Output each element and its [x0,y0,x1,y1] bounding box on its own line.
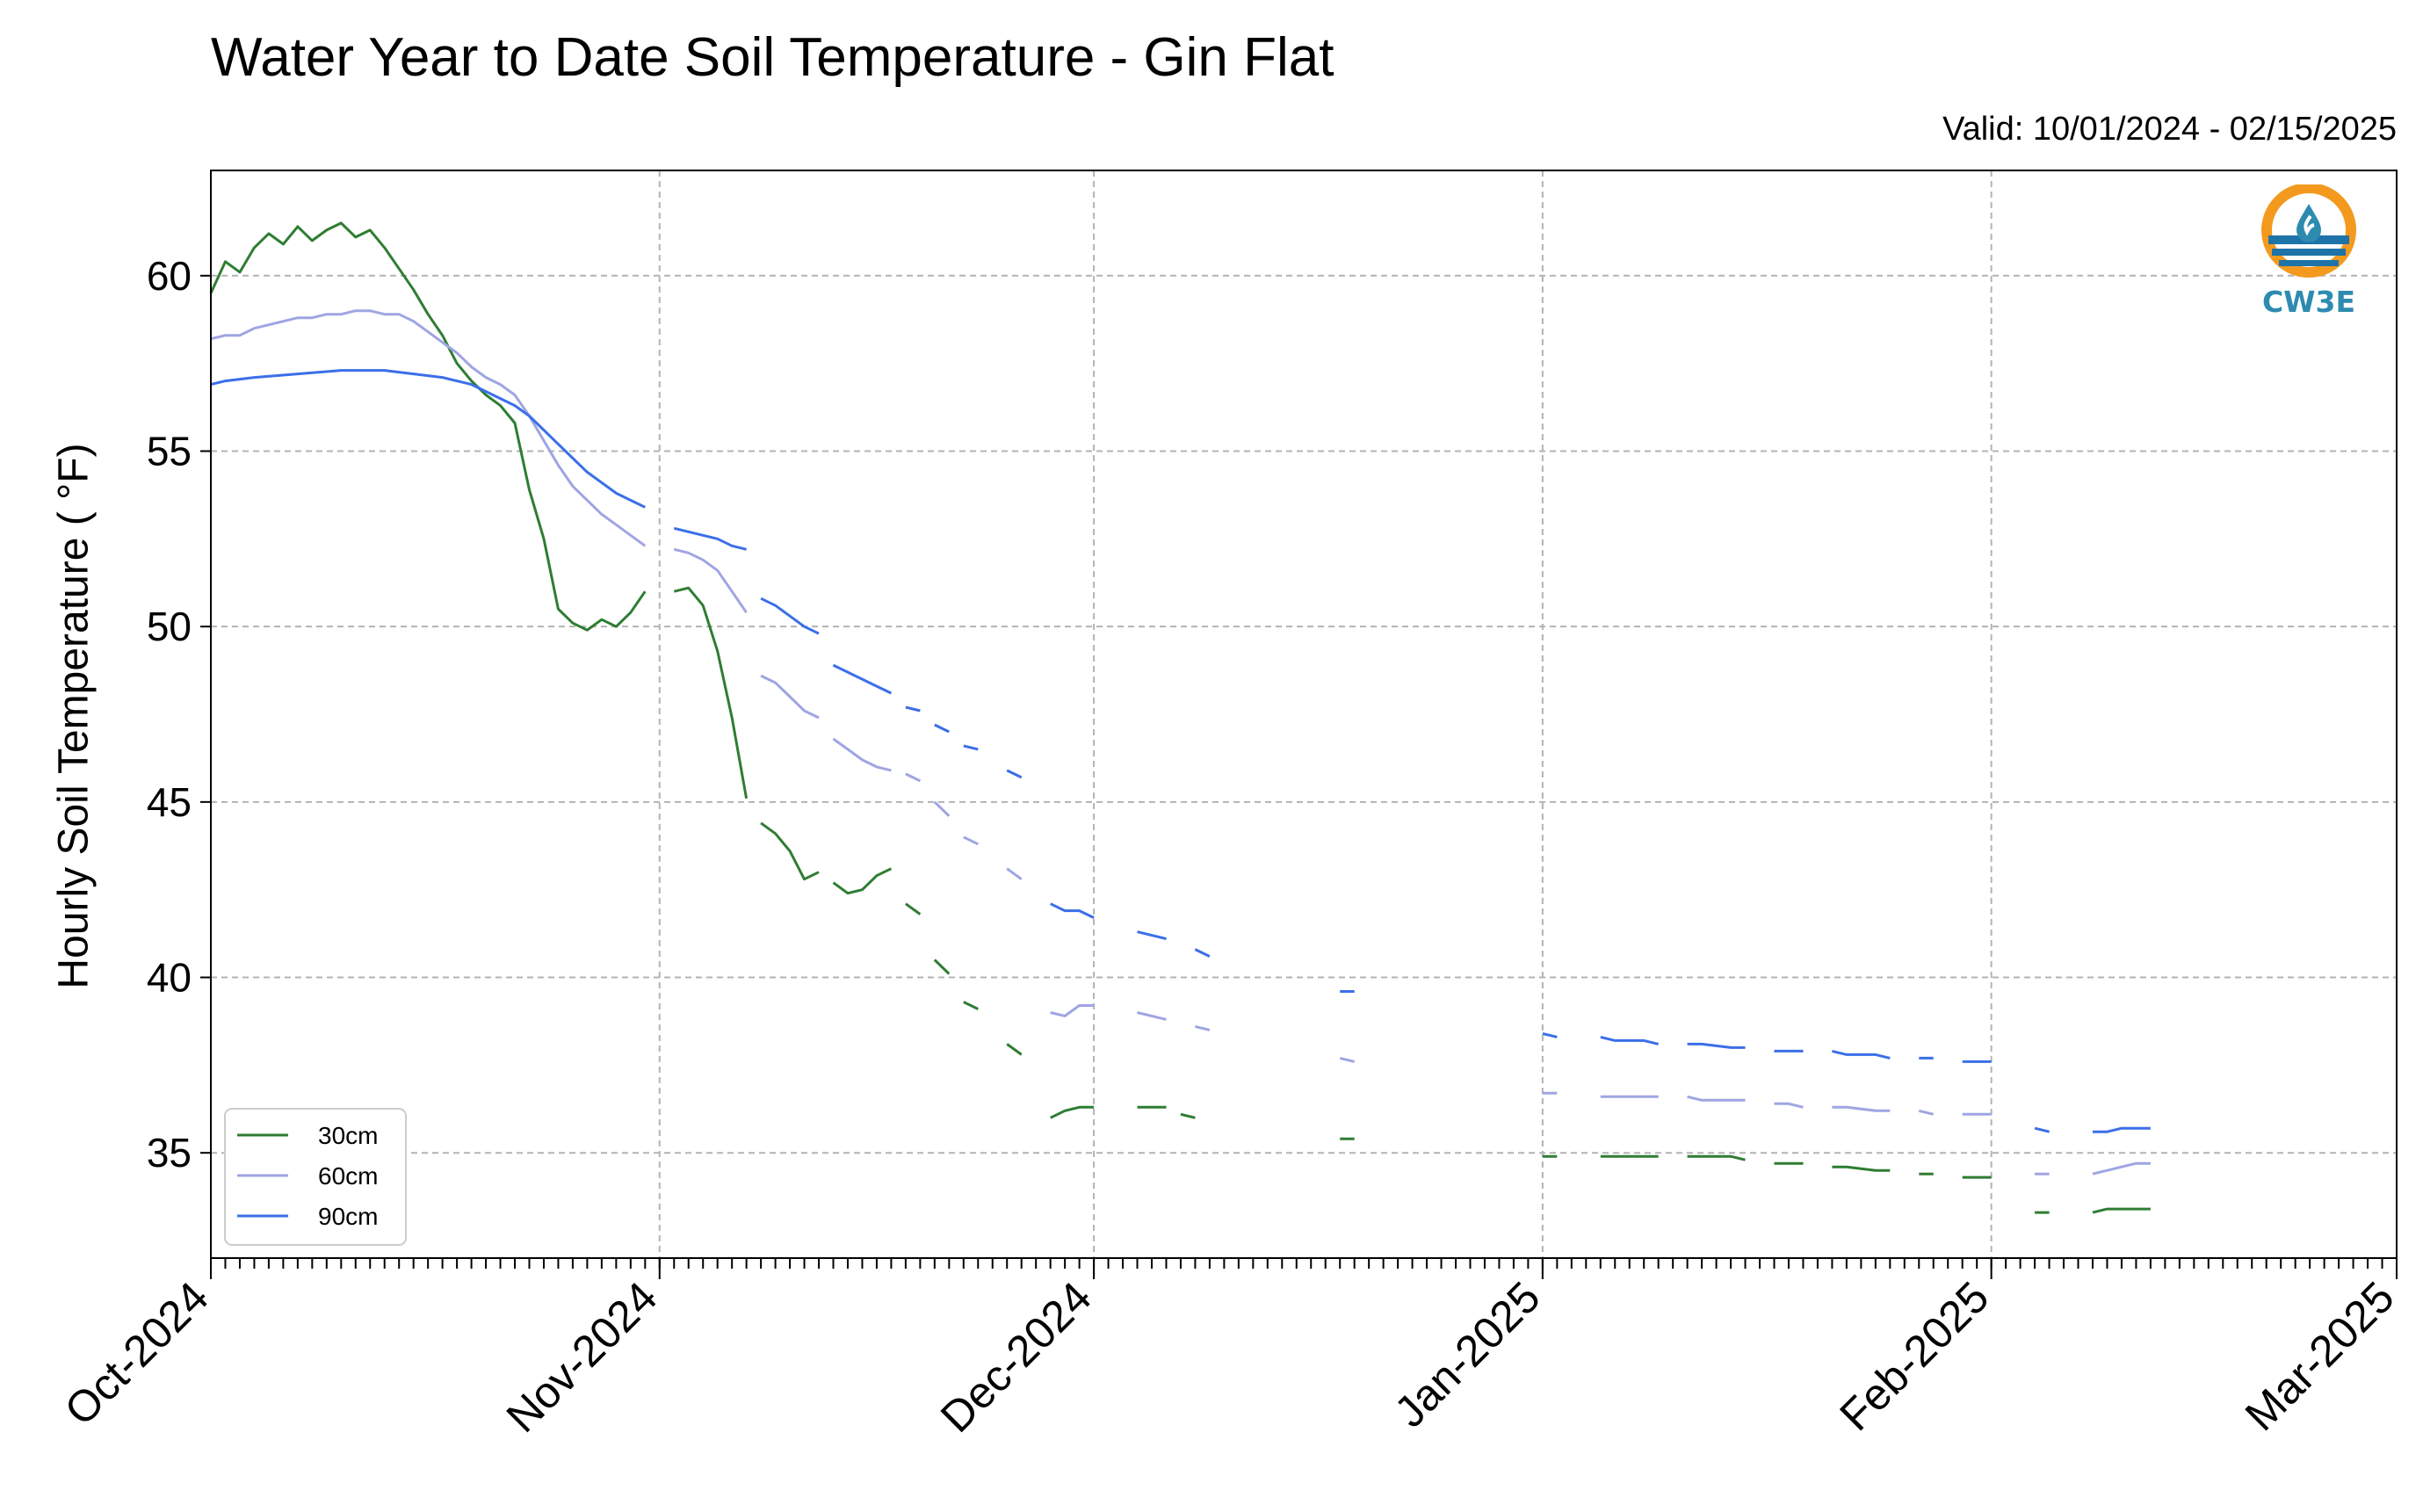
series-lines [209,221,2151,1214]
gridlines [210,170,2398,1258]
x-tick-label: Nov-2024 [497,1272,667,1442]
legend-label-30cm: 30cm [318,1122,378,1149]
x-tick-label: Mar-2025 [2236,1272,2404,1440]
y-axis-ticks: 35 40 45 50 55 60 [147,253,211,1176]
y-tick-label: 35 [147,1130,192,1176]
cw3e-logo-icon [2261,183,2356,278]
series-line-60cm [210,309,2151,1176]
x-tick-label: Jan-2025 [1385,1272,1550,1436]
x-tick-label: Oct-2024 [55,1272,218,1435]
plot-frame [210,170,2398,1259]
series-line-30cm [209,221,2151,1214]
y-tick-label: 40 [147,955,192,1001]
series-line-90cm [210,369,2151,1133]
chart-title: Water Year to Date Soil Temperature - Gi… [211,27,1334,88]
legend-label-90cm: 90cm [318,1203,378,1230]
legend-box [224,1108,407,1246]
y-tick-label: 50 [147,604,192,649]
cw3e-logo: CW3E [2256,183,2362,325]
chart-subtitle: Valid: 10/01/2024 - 02/15/2025 [1942,111,2397,148]
y-tick-label: 60 [147,253,192,299]
x-tick-label: Feb-2025 [1830,1272,1998,1440]
legend-label-60cm: 60cm [318,1162,378,1190]
legend: 30cm 60cm 90cm [224,1108,407,1246]
cw3e-logo-text: CW3E [2261,285,2356,319]
y-tick-label: 55 [147,428,192,474]
y-tick-label: 45 [147,779,192,825]
y-axis-label: Hourly Soil Temperature ( °F) [50,443,98,989]
x-tick-label: Dec-2024 [931,1272,1101,1442]
x-axis-ticks: Oct-2024 Nov-2024 Dec-2024 Jan-2025 Feb-2025… [55,1258,2404,1442]
